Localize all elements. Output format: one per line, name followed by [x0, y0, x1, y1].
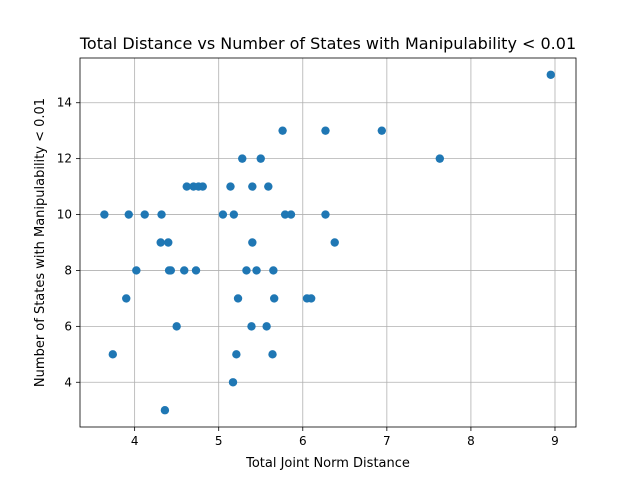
scatter-point	[321, 126, 330, 135]
scatter-point	[122, 294, 131, 303]
grid	[80, 58, 576, 427]
scatter-point	[180, 266, 189, 275]
scatter-point	[238, 154, 247, 163]
scatter-point	[232, 350, 241, 359]
scatter-point	[377, 126, 387, 135]
scatter-point	[262, 322, 271, 331]
scatter-point	[218, 210, 228, 219]
scatter-point	[330, 238, 339, 247]
x-tick-label: 8	[467, 434, 475, 448]
scatter-point	[140, 210, 149, 219]
scatter-point	[132, 266, 141, 275]
scatter-point	[268, 350, 277, 359]
y-tick-label: 8	[64, 263, 72, 277]
axis-ticks: 4 5 6 7 8 9 4 6 8 10 12 14	[57, 96, 559, 448]
data-points	[100, 70, 555, 415]
x-tick-label: 5	[215, 434, 223, 448]
scatter-point	[242, 266, 251, 275]
x-tick-label: 6	[299, 434, 307, 448]
chart-title: Total Distance vs Number of States with …	[79, 34, 576, 53]
y-tick-label: 10	[57, 208, 72, 222]
y-tick-label: 6	[64, 319, 72, 333]
scatter-point	[166, 266, 175, 275]
scatter-point	[100, 210, 109, 219]
scatter-point	[108, 350, 117, 359]
scatter-point	[248, 238, 257, 247]
scatter-point	[269, 294, 279, 303]
x-tick-label: 9	[551, 434, 559, 448]
plot-area-frame	[79, 57, 577, 428]
scatter-point	[164, 238, 173, 247]
scatter-point	[252, 266, 261, 275]
scatter-point	[321, 210, 330, 219]
scatter-point	[233, 294, 243, 303]
scatter-point	[191, 266, 201, 275]
x-tick-label: 7	[383, 434, 391, 448]
y-tick-label: 14	[57, 96, 72, 110]
scatter-point	[278, 126, 287, 135]
scatter-point	[256, 154, 265, 163]
scatter-point	[264, 182, 273, 191]
x-axis-label: Total Joint Norm Distance	[245, 456, 410, 471]
y-axis-label: Number of States with Manipulability < 0…	[33, 98, 48, 387]
x-tick-label: 4	[131, 434, 139, 448]
scatter-point	[157, 210, 166, 219]
y-tick-label: 12	[57, 152, 72, 166]
scatter-point	[306, 294, 316, 303]
scatter-point	[226, 182, 235, 191]
scatter-point	[124, 210, 133, 219]
scatter-point	[228, 378, 238, 387]
scatter-point	[229, 210, 239, 219]
scatter-point	[156, 238, 165, 247]
scatter-point	[546, 70, 555, 79]
scatter-point	[286, 210, 296, 219]
scatter-point	[182, 182, 191, 191]
scatter-point	[247, 322, 256, 331]
y-tick-label: 4	[64, 375, 72, 389]
scatter-point	[435, 154, 445, 163]
scatter-point	[198, 182, 207, 191]
scatter-point	[172, 322, 181, 331]
scatter-point	[280, 210, 290, 219]
scatter-point	[248, 182, 257, 191]
scatter-point	[160, 406, 170, 415]
scatter-point	[269, 266, 278, 275]
